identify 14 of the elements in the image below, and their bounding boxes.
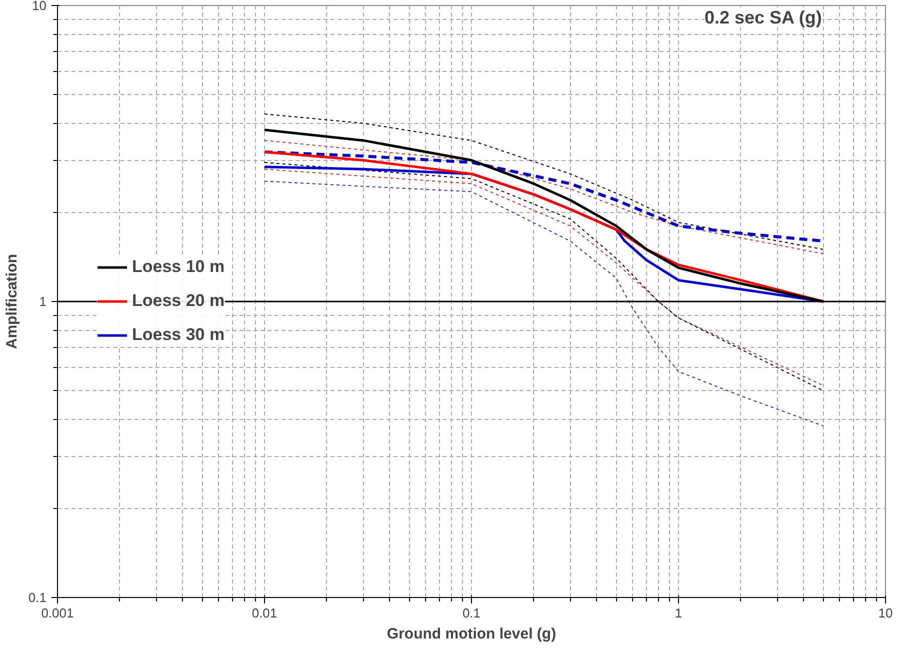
x-tick-label: 10 [878,606,893,620]
y-tick-label: 0.1 [28,590,47,605]
legend-label: Loess 20 m [132,291,225,311]
legend-label: Loess 10 m [132,257,225,277]
x-tick-label: 0.01 [252,606,278,620]
y-axis-title: Amplification [3,254,20,349]
y-tick-label: 1 [39,294,47,309]
chart-title: 0.2 sec SA (g) [704,8,822,28]
y-tick-label: 10 [32,0,47,13]
x-tick-label: 0.001 [41,606,74,620]
x-tick-label: 0.1 [462,606,481,620]
legend-label: Loess 30 m [132,325,225,345]
x-tick-label: 1 [674,606,682,620]
x-axis-title: Ground motion level (g) [386,626,556,642]
